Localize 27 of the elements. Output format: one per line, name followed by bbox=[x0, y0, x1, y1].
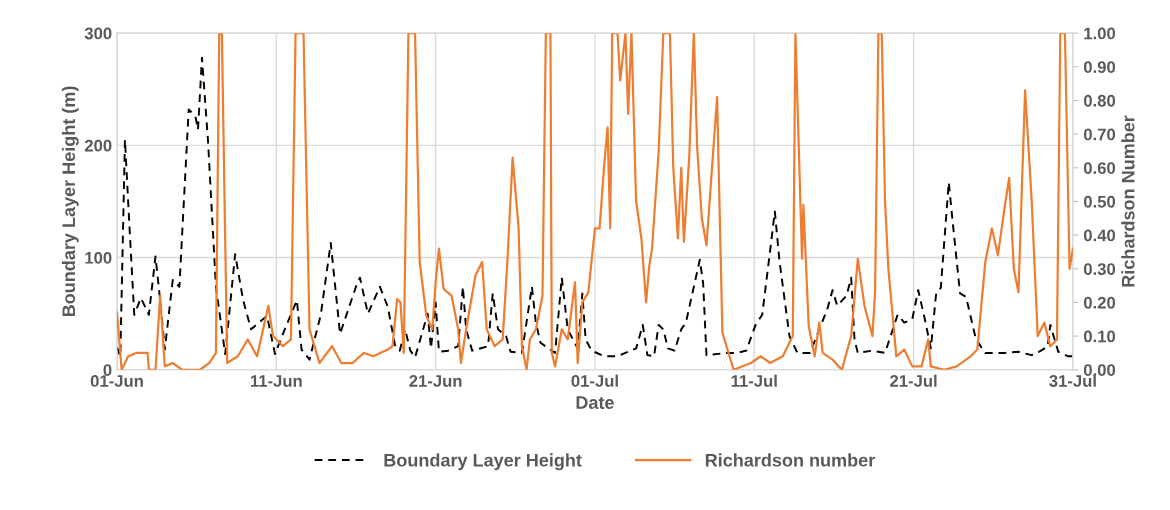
x-tick-label: 11-Jul bbox=[731, 374, 777, 387]
legend-label: Boundary Layer Height bbox=[384, 453, 582, 471]
x-tick-label: 21-Jun bbox=[409, 375, 462, 387]
y2-tick-label: 0.00 bbox=[1083, 364, 1116, 376]
y2-tick-label: 0.70 bbox=[1083, 128, 1116, 141]
x-tick-label: 01-Jul bbox=[571, 374, 618, 387]
y2-tick-label: 1.00 bbox=[1084, 27, 1116, 40]
y2-tick-label: 0.10 bbox=[1083, 330, 1116, 343]
y-tick-label: 200 bbox=[84, 139, 112, 152]
y2-tick-label: 0.20 bbox=[1083, 296, 1116, 309]
y2-tick-label: 0.30 bbox=[1083, 263, 1116, 275]
y-tick-label: 0 bbox=[103, 364, 112, 376]
x-tick-label: 21-Jul bbox=[890, 374, 937, 387]
y-tick-label: 300 bbox=[84, 27, 112, 40]
y-axis-title: Boundary Layer Height (m) bbox=[61, 86, 79, 317]
y2-tick-label: 0.80 bbox=[1083, 94, 1116, 107]
y2-tick-label: 0.50 bbox=[1083, 195, 1116, 208]
x-tick-label: 11-Jun bbox=[250, 375, 302, 387]
x-tick-label: 01-Jun bbox=[90, 375, 143, 387]
y2-tick-label: 0.40 bbox=[1083, 229, 1116, 242]
y2-tick-label: 0.90 bbox=[1083, 61, 1116, 74]
y2-tick-label: 0.60 bbox=[1083, 162, 1116, 174]
y2-axis-title: Richardson Number bbox=[1121, 115, 1135, 287]
x-axis-title: Date bbox=[576, 396, 614, 409]
x-tick-label: 31-Jul bbox=[1049, 374, 1096, 387]
legend-label: Richardson number bbox=[705, 453, 875, 467]
y-tick-label: 100 bbox=[85, 251, 112, 264]
